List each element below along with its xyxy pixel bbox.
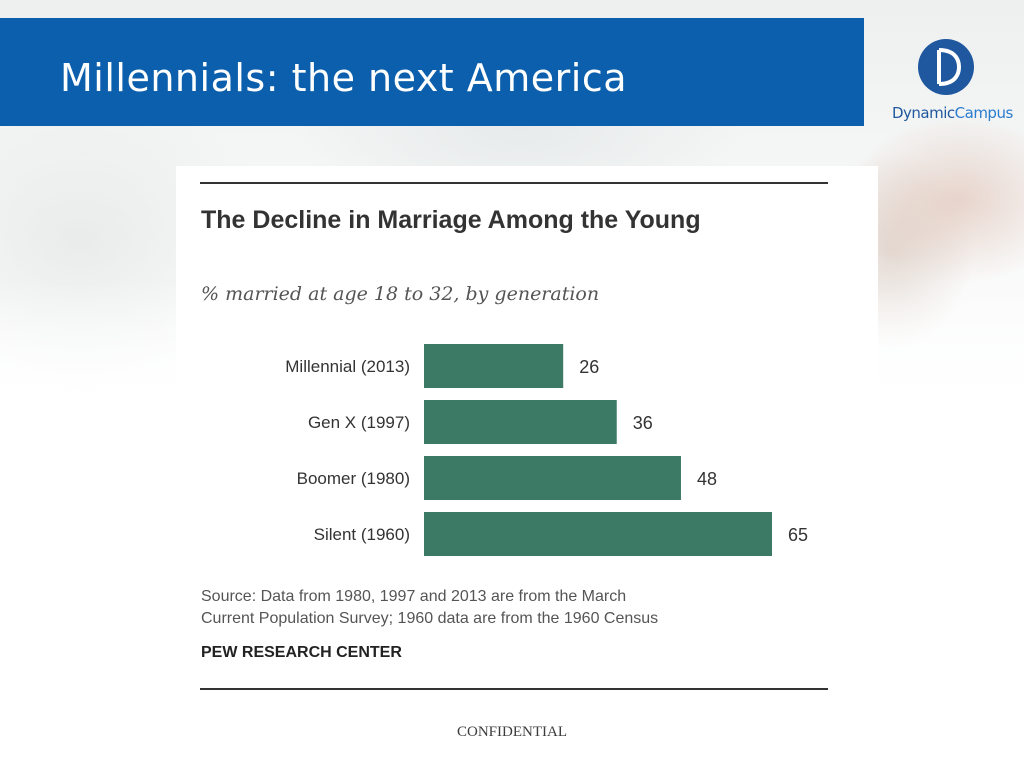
title-bar <box>0 18 864 126</box>
confidential-footer: CONFIDENTIAL <box>457 724 567 740</box>
data-label: 65 <box>788 525 808 545</box>
logo-word-campus: Campus <box>954 104 1014 122</box>
chart-panel: The Decline in Marriage Among the Young … <box>176 166 878 706</box>
chart-title: The Decline in Marriage Among the Young <box>201 206 701 234</box>
bottom-rule <box>200 688 828 690</box>
bar <box>424 512 772 556</box>
data-label: 36 <box>633 413 653 433</box>
top-rule <box>200 182 828 184</box>
bar <box>424 456 681 500</box>
category-label: Boomer (1980) <box>297 469 410 488</box>
category-label: Millennial (2013) <box>285 357 410 376</box>
bar-chart: Millennial (2013) 26 Gen X (1997) 36 Boomer … <box>285 344 808 556</box>
category-label: Silent (1960) <box>314 525 410 544</box>
logo-word-dynamic: Dynamic <box>892 104 955 122</box>
logo-wordmark: DynamicCampus <box>892 104 1013 122</box>
bar <box>424 344 564 388</box>
source-note: Source: Data from 1980, 1997 and 2013 ar… <box>201 586 841 630</box>
dynamic-campus-logo: DynamicCampus <box>892 38 1013 130</box>
source-line-1: Source: Data from 1980, 1997 and 2013 ar… <box>201 588 627 605</box>
data-label: 48 <box>697 469 717 489</box>
slide-title: Millennials: the next America <box>60 56 628 100</box>
chart-subtitle: % married at age 18 to 32, by generation <box>201 283 600 305</box>
bar <box>424 400 617 444</box>
category-label: Gen X (1997) <box>308 413 410 432</box>
source-line-2: Current Population Survey; 1960 data are… <box>201 610 659 627</box>
credit-line: PEW RESEARCH CENTER <box>201 644 402 661</box>
logo-icon <box>918 39 974 95</box>
data-label: 26 <box>579 357 599 377</box>
